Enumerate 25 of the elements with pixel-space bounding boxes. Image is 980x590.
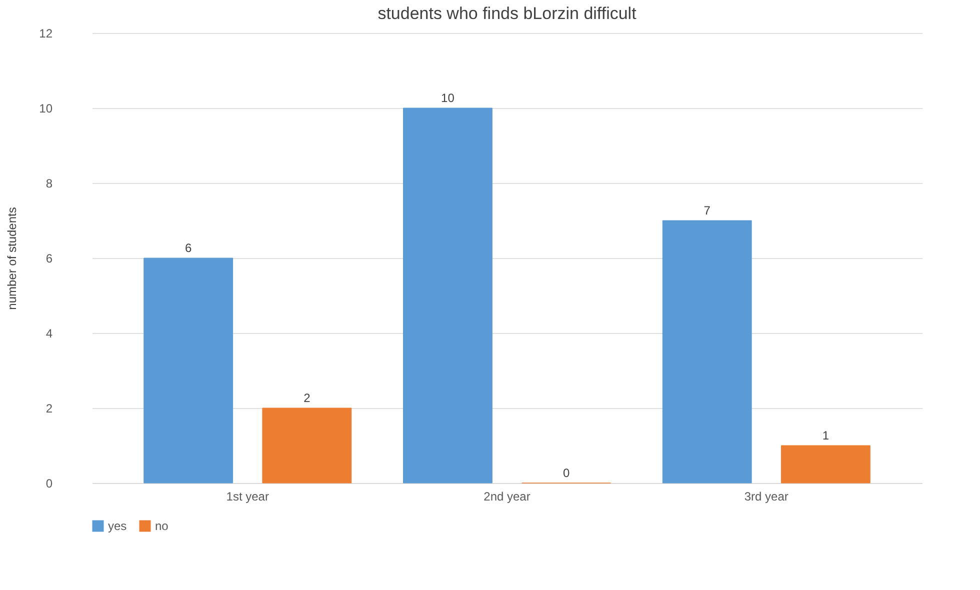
bar	[662, 220, 752, 484]
bar	[262, 408, 352, 484]
y-tick-label: 12	[39, 26, 53, 40]
bar	[403, 108, 492, 484]
legend-label: no	[155, 519, 169, 533]
data-label: 10	[441, 91, 455, 105]
bar	[780, 445, 870, 484]
x-tick-label: 2nd year	[484, 490, 530, 504]
y-tick-label: 0	[46, 476, 53, 490]
data-label: 2	[304, 391, 311, 405]
y-tick-label: 10	[39, 102, 53, 116]
y-tick-label: 4	[46, 326, 53, 340]
x-tick-label: 1st year	[226, 490, 269, 504]
y-axis-title: number of students	[5, 207, 20, 310]
data-label: 1	[822, 428, 830, 442]
data-label: 7	[704, 204, 711, 218]
x-tick-label: 3rd year	[744, 490, 788, 504]
y-tick-label: 8	[46, 176, 53, 190]
y-tick-label: 6	[46, 252, 53, 266]
y-tick-label: 2	[46, 402, 53, 416]
bar	[144, 258, 234, 484]
data-label: 0	[562, 466, 570, 480]
legend-label: yes	[108, 519, 127, 533]
data-label: 6	[184, 241, 192, 255]
chart-title: students who finds bLorzin difficult	[378, 4, 637, 23]
